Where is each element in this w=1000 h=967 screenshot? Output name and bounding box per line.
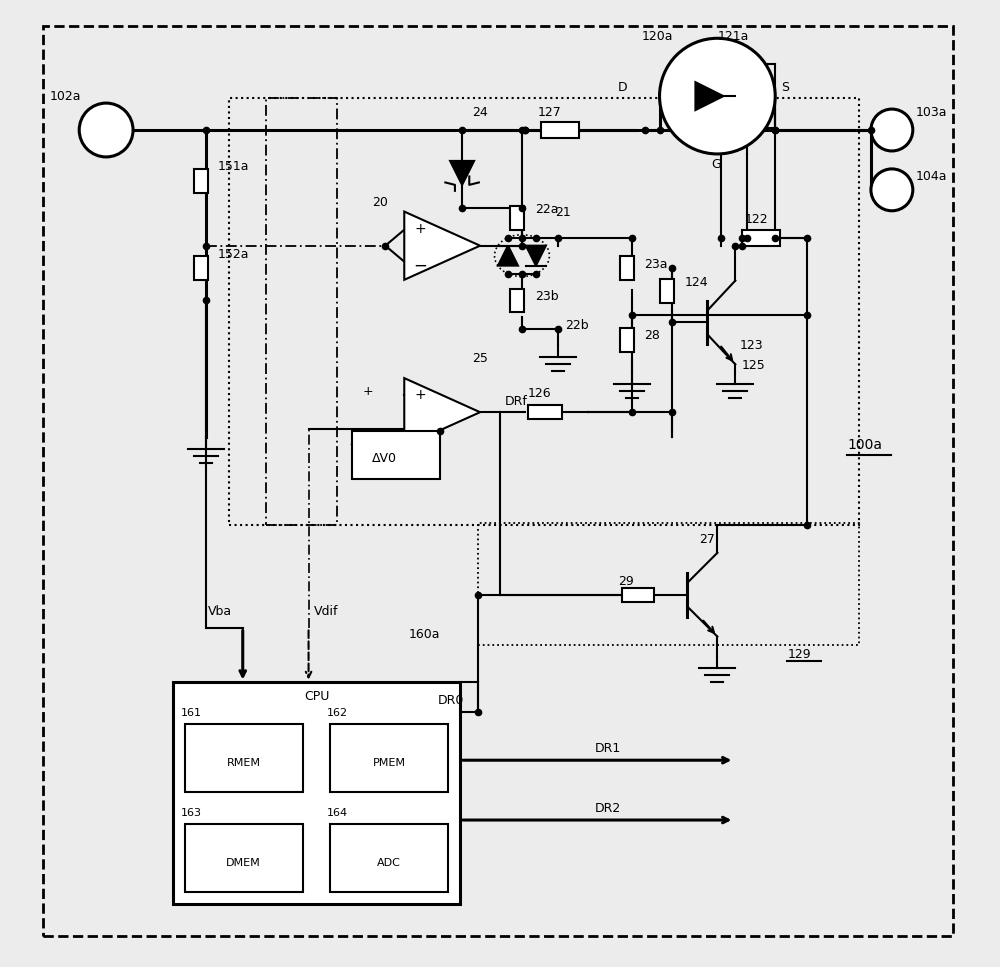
Text: CPU: CPU [304, 690, 329, 703]
Circle shape [660, 39, 775, 154]
Text: 121a: 121a [717, 30, 749, 44]
Text: 160a: 160a [408, 628, 440, 640]
Polygon shape [404, 378, 480, 447]
Text: 122: 122 [744, 213, 768, 225]
Polygon shape [695, 82, 723, 110]
Bar [352, 431, 440, 479]
Text: 123: 123 [739, 339, 763, 352]
Text: 103a: 103a [916, 106, 947, 119]
Bar [185, 824, 303, 892]
Text: 125: 125 [741, 360, 765, 372]
Circle shape [871, 169, 913, 211]
Bar [510, 206, 524, 230]
Text: 104a: 104a [916, 170, 947, 183]
Text: 152a: 152a [218, 248, 249, 261]
Text: 129: 129 [787, 649, 811, 661]
Text: PMEM: PMEM [373, 758, 406, 768]
Text: 24: 24 [472, 106, 488, 119]
Text: 29: 29 [618, 574, 633, 588]
Circle shape [79, 103, 133, 157]
Text: DMEM: DMEM [226, 858, 261, 868]
Bar [266, 98, 337, 525]
Text: S: S [781, 81, 789, 94]
Text: 27: 27 [699, 533, 715, 545]
Text: 127: 127 [538, 106, 562, 119]
Bar [660, 278, 674, 303]
Text: +: + [362, 385, 373, 398]
Text: 25: 25 [472, 352, 488, 366]
Text: 100a: 100a [847, 438, 882, 453]
Text: 26: 26 [372, 435, 388, 448]
Text: RMEM: RMEM [227, 758, 261, 768]
Polygon shape [450, 161, 474, 185]
Bar [194, 255, 208, 279]
Text: 124: 124 [684, 276, 708, 288]
Text: DR2: DR2 [595, 802, 621, 815]
Text: Vdif: Vdif [314, 604, 338, 618]
Text: +: + [414, 221, 426, 236]
Text: −: − [348, 437, 361, 453]
Polygon shape [526, 246, 546, 266]
Text: −: − [413, 424, 427, 441]
Bar [541, 122, 579, 138]
Text: 22b: 22b [565, 319, 588, 333]
Text: DR0: DR0 [438, 694, 465, 708]
Bar [510, 288, 524, 312]
Bar [622, 588, 654, 601]
Text: D: D [618, 81, 627, 94]
Bar [330, 724, 448, 792]
Text: ADC: ADC [377, 858, 401, 868]
Text: −: − [413, 256, 427, 275]
Bar [620, 255, 634, 279]
Text: 163: 163 [181, 808, 202, 818]
Text: G: G [711, 158, 721, 171]
Bar [478, 523, 859, 645]
Text: 21: 21 [555, 206, 571, 219]
Text: 126: 126 [528, 387, 552, 400]
Text: 164: 164 [326, 808, 348, 818]
Bar [173, 683, 460, 904]
Text: 162: 162 [326, 709, 348, 718]
Text: 161: 161 [181, 709, 202, 718]
Bar [229, 98, 859, 525]
Text: 20: 20 [372, 195, 388, 209]
Text: 151a: 151a [218, 160, 249, 173]
Text: 23a: 23a [645, 257, 668, 271]
Circle shape [871, 109, 913, 151]
Text: 22a: 22a [535, 203, 558, 216]
Text: 23b: 23b [535, 289, 559, 303]
Text: 102a: 102a [49, 90, 81, 103]
Text: 120a: 120a [642, 30, 673, 44]
Text: +: + [414, 389, 426, 402]
Text: ΔV0: ΔV0 [372, 452, 397, 465]
Bar [194, 169, 208, 192]
Text: DR1: DR1 [595, 743, 621, 755]
Bar [330, 824, 448, 892]
Bar [185, 724, 303, 792]
Bar [528, 405, 562, 419]
Text: DRf: DRf [505, 396, 528, 408]
Text: 28: 28 [645, 330, 660, 342]
Polygon shape [498, 246, 518, 266]
Polygon shape [404, 212, 480, 279]
Text: Vba: Vba [208, 604, 232, 618]
Bar [620, 329, 634, 352]
Bar [742, 230, 780, 246]
